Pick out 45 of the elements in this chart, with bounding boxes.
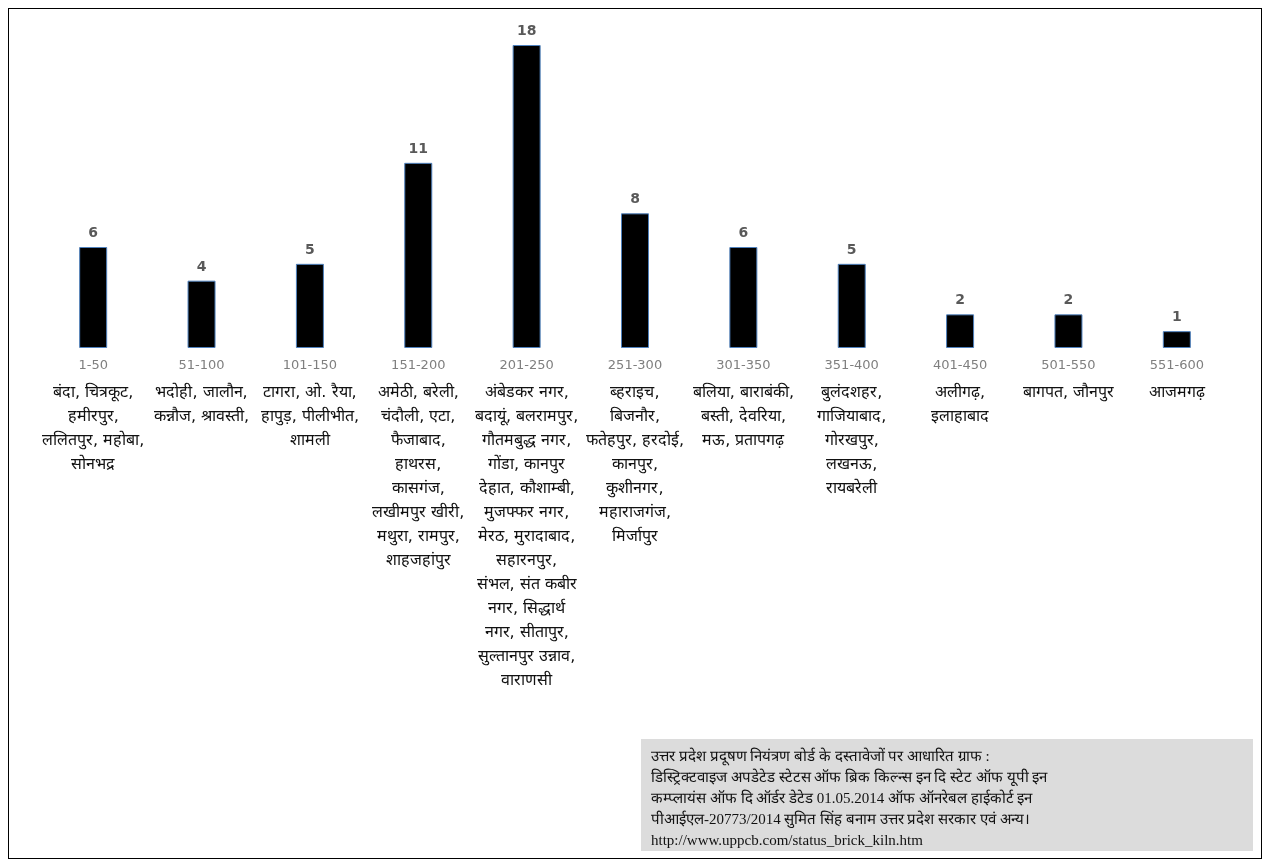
bar [621,213,649,348]
text: बागपत, जौनपुर [1022,381,1115,402]
x-tick-label: 251-300 [607,357,663,372]
text: बंदा, चित्रकूट, हमीरपुर, ललितपुर, महोबा, सोनभद्र [42,381,145,473]
text: ब्हराइच, बिजनौर, फतेहपुर, हरदोई, कानपुर, कुशीनगर, महाराजगंज, मिर्जापुर [585,381,685,546]
data-label: 8 [630,190,640,207]
data-label: 1 [1171,308,1182,325]
x-tick-label: 501-550 [1041,357,1096,372]
text: टागरा, ओ. रैया, हापुड़, पीलीभीत, शामली [260,381,360,449]
text: अमेठी, बरेली, चंदौली, एटा, फैजाबाद, हाथरस, कासगंज, लखीमपुर खीरी, मथुरा, रामपुर, शाहजहांपुर [372,381,465,570]
bar [295,263,324,348]
x-tick-label: 151-200 [391,357,446,372]
data-label: 2 [955,291,965,308]
x-tick-label: 551-600 [1149,357,1204,372]
bar [187,280,216,348]
bar [1162,331,1191,348]
data-label: 2 [1063,291,1074,308]
x-tick-label: 51-100 [178,357,225,372]
bar [946,314,975,348]
bar [729,247,758,348]
x-tick-label: 351-400 [824,357,879,372]
x-tick-label: 401-450 [932,357,988,372]
bar [1054,314,1083,348]
x-tick-label: 101-150 [282,357,338,372]
bar [79,247,108,348]
text: बलिया, बाराबंकी, बस्ती, देवरिया, मऊ, प्रतापगढ़ [692,381,794,449]
data-label: 6 [88,224,99,240]
data-label: 6 [738,224,749,240]
x-tick-label: 301-350 [716,357,771,372]
data-label: 18 [516,22,537,38]
data-label: 5 [846,240,857,257]
x-tick-label: 201-250 [499,357,554,372]
text: बुलंदशहर, गाजियाबाद, गोरखपुर, लखनऊ, रायबरेली [817,381,887,497]
bar [837,263,866,348]
bar [404,162,433,348]
x-tick-label: 1-50 [78,357,108,372]
data-label: 5 [305,240,315,257]
text: अंबेडकर नगर, बदायूं, बलरामपुर, गौतमबुद्ध नगर, गोंडा, कानपुर देहात, कौशाम्बी, मुजफ्फर नगर, मेरठ, मुरादाबाद, सहारनपुर, संभल, संत कबीर नगर, सिद्धार्थ नगर, सीतापुर, सुल्तानपुर उन्नाव, वाराणसी [475,381,579,689]
text: उत्तर प्रदेश प्रदूषण नियंत्रण बोर्ड के दस्तावेजों पर आधारित ग्राफ : डिस्ट्रिक्टवाइज अपडेटेड स्टेटस ऑफ ब्रिक किल्न्स इन दि स्टेट ऑफ यूपी इन कम्प्लायंस ऑफ दि ऑर्डर डेटेड 01.05.2014 ऑफ ऑनरेबल हाईकोर्ट इन पीआईएल-20773/2014 सुमित सिंह बनाम उत्तर प्रदेश सरकार एवं अन्य। http://www.uppcb.com/status_brick_kiln.htm [651,746,1049,848]
text: भदोही, जालौन, कन्नौज, श्रावस्ती, [153,381,250,425]
text: आजमगढ़ [1148,381,1206,401]
data-label: 4 [196,257,207,274]
text: अलीगढ़, इलाहाबाद [931,381,990,425]
bar [512,45,541,348]
data-label: 11 [408,139,429,156]
